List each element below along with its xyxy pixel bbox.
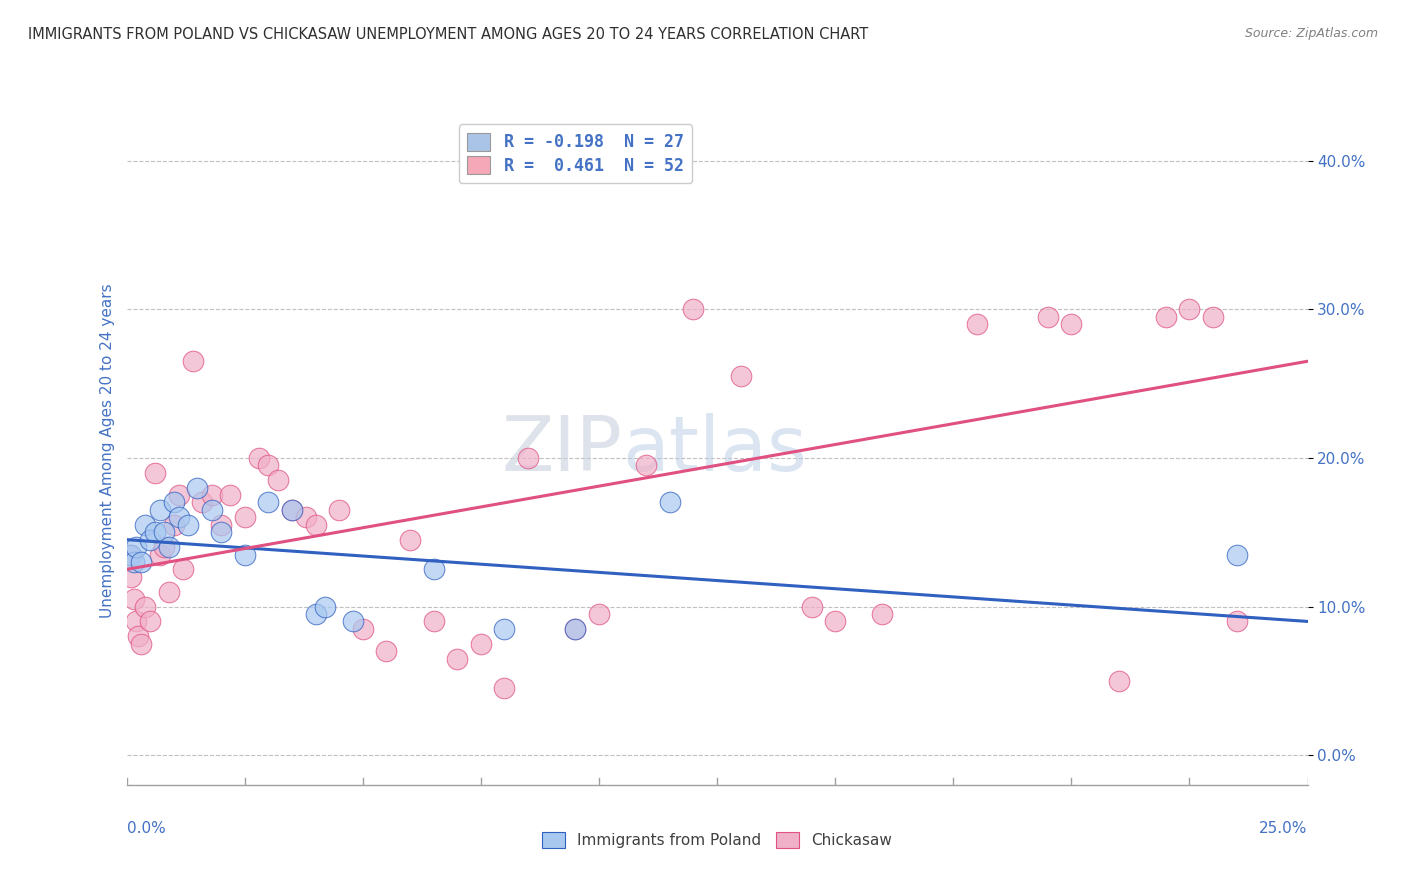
Point	[125, 615, 148, 629]
Point	[139, 615, 162, 629]
Point	[257, 458, 280, 473]
Point	[1108, 673, 1130, 688]
Point	[281, 503, 304, 517]
Point	[163, 495, 186, 509]
Point	[1202, 310, 1225, 324]
Point	[304, 517, 326, 532]
Point	[564, 622, 586, 636]
Point	[247, 450, 270, 465]
Point	[191, 495, 214, 509]
Point	[375, 644, 398, 658]
Point	[422, 615, 444, 629]
Point	[257, 495, 280, 509]
Text: Source: ZipAtlas.com: Source: ZipAtlas.com	[1244, 27, 1378, 40]
Point	[233, 510, 256, 524]
Point	[118, 548, 141, 562]
Point	[167, 488, 190, 502]
Point	[120, 570, 142, 584]
Point	[172, 562, 194, 576]
Point	[470, 637, 492, 651]
Point	[422, 562, 444, 576]
Point	[125, 540, 148, 554]
Point	[872, 607, 894, 621]
Point	[139, 533, 162, 547]
Point	[267, 473, 290, 487]
Point	[1226, 548, 1249, 562]
Point	[157, 540, 180, 554]
Point	[177, 517, 200, 532]
Point	[120, 548, 142, 562]
Point	[163, 517, 186, 532]
Point	[1154, 310, 1177, 324]
Y-axis label: Unemployment Among Ages 20 to 24 years: Unemployment Among Ages 20 to 24 years	[100, 283, 115, 618]
Point	[824, 615, 846, 629]
Point	[1060, 317, 1083, 331]
Point	[295, 510, 318, 524]
Point	[186, 481, 208, 495]
Point	[304, 607, 326, 621]
Point	[636, 458, 658, 473]
Point	[233, 548, 256, 562]
Legend: Immigrants from Poland, Chickasaw: Immigrants from Poland, Chickasaw	[536, 826, 898, 855]
Text: ZIP: ZIP	[502, 414, 623, 487]
Point	[157, 584, 180, 599]
Text: 25.0%: 25.0%	[1260, 821, 1308, 836]
Point	[342, 615, 364, 629]
Point	[134, 517, 156, 532]
Point	[149, 503, 172, 517]
Point	[167, 510, 190, 524]
Point	[1178, 302, 1201, 317]
Point	[658, 495, 681, 509]
Point	[209, 517, 232, 532]
Point	[127, 629, 149, 643]
Point	[1036, 310, 1059, 324]
Point	[800, 599, 823, 614]
Point	[588, 607, 610, 621]
Point	[153, 525, 176, 540]
Text: atlas: atlas	[623, 414, 807, 487]
Point	[494, 622, 516, 636]
Point	[129, 555, 152, 569]
Point	[966, 317, 988, 331]
Point	[446, 651, 468, 665]
Point	[1226, 615, 1249, 629]
Point	[181, 354, 204, 368]
Text: 0.0%: 0.0%	[127, 821, 166, 836]
Point	[517, 450, 540, 465]
Point	[134, 599, 156, 614]
Point	[682, 302, 704, 317]
Point	[314, 599, 336, 614]
Point	[328, 503, 350, 517]
Point	[494, 681, 516, 696]
Point	[564, 622, 586, 636]
Point	[219, 488, 242, 502]
Point	[129, 637, 152, 651]
Point	[200, 503, 222, 517]
Point	[399, 533, 422, 547]
Point	[730, 369, 752, 384]
Point	[143, 525, 166, 540]
Point	[153, 540, 176, 554]
Point	[149, 548, 172, 562]
Text: IMMIGRANTS FROM POLAND VS CHICKASAW UNEMPLOYMENT AMONG AGES 20 TO 24 YEARS CORRE: IMMIGRANTS FROM POLAND VS CHICKASAW UNEM…	[28, 27, 869, 42]
Point	[122, 555, 145, 569]
Point	[281, 503, 304, 517]
Point	[200, 488, 222, 502]
Point	[122, 592, 145, 607]
Point	[352, 622, 374, 636]
Point	[209, 525, 232, 540]
Point	[143, 466, 166, 480]
